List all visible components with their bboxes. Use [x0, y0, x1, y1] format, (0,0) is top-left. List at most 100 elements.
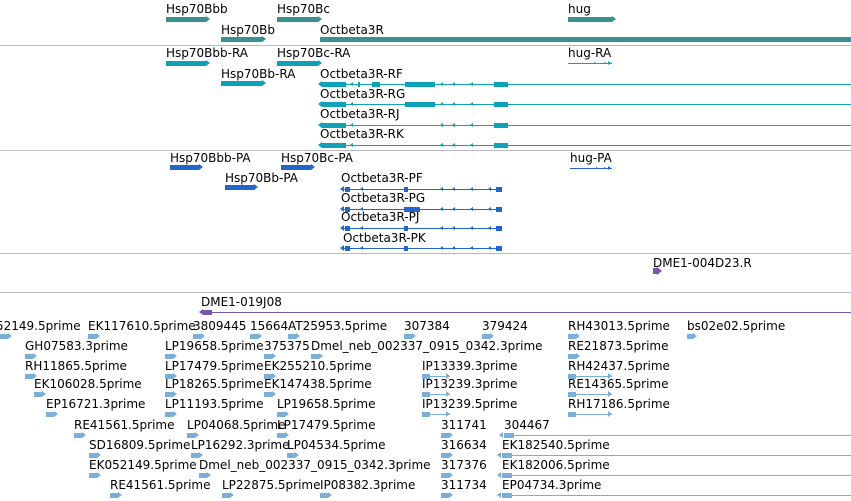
- strand-arrow: [576, 333, 580, 339]
- est-label: Dmel_neb_002337_0915_0342.3prime: [311, 339, 543, 353]
- exon-block: [568, 392, 576, 397]
- strand-arrow: [608, 166, 611, 170]
- feature-label: DME1-019J08: [201, 295, 282, 309]
- strand-arrow: [440, 82, 443, 86]
- strand-arrow: [490, 333, 494, 339]
- exon-block: [322, 102, 346, 107]
- est-label: EK255210.5prime: [264, 359, 372, 373]
- strand-arrow: [272, 373, 276, 379]
- intron-line: [343, 189, 502, 190]
- strand-arrow: [206, 16, 210, 22]
- feature-label: Octbeta3R-PJ: [341, 210, 420, 224]
- exon-block: [110, 493, 118, 498]
- strand-arrow: [318, 60, 322, 66]
- exon-block: [568, 354, 576, 359]
- strand-arrow: [33, 353, 37, 359]
- est-label: 3809445: [193, 319, 247, 333]
- est-label: LP16292.3prime: [191, 438, 290, 452]
- strand-arrow: [604, 167, 606, 169]
- strand-arrow: [596, 167, 598, 169]
- strand-arrow: [608, 61, 611, 65]
- est-label: LP19658.5prime: [165, 339, 264, 353]
- exon-block: [277, 61, 318, 66]
- intron-line: [343, 248, 502, 249]
- est-label: 311741: [441, 418, 487, 432]
- exon-block: [422, 392, 430, 397]
- exon-block: [568, 374, 576, 379]
- strand-arrow: [452, 207, 455, 211]
- exon-block: [687, 334, 693, 339]
- strand-arrow: [360, 226, 363, 230]
- feature-label: Hsp70Bbb-PA: [170, 151, 251, 165]
- est-label: RE14365.5prime: [568, 377, 669, 391]
- exon-block: [277, 412, 285, 417]
- est-label: LP11193.5prime: [165, 397, 264, 411]
- exon-block: [88, 334, 96, 339]
- exon-block: [405, 102, 435, 107]
- strand-arrow: [318, 16, 322, 22]
- exon-block: [345, 246, 350, 251]
- intron-line: [568, 63, 612, 64]
- est-label: LP19658.5prime: [277, 397, 376, 411]
- exon-block: [422, 374, 430, 379]
- est-label: LP22875.5prime: [222, 478, 321, 492]
- exon-block: [34, 392, 42, 397]
- est-label: 317376: [441, 458, 487, 472]
- strand-arrow: [452, 123, 455, 127]
- exon-block: [166, 61, 206, 66]
- strand-arrow: [8, 333, 12, 339]
- strand-arrow: [693, 333, 697, 339]
- exon-block: [496, 246, 502, 251]
- exon-block: [165, 392, 173, 397]
- strand-arrow: [173, 411, 177, 417]
- est-label: 52149.5prime: [0, 319, 81, 333]
- feature-label: Hsp70Bb-RA: [221, 67, 296, 81]
- strand-arrow: [497, 492, 501, 498]
- exon-block: [322, 82, 346, 87]
- exon-block: [404, 207, 420, 212]
- feature-label: Hsp70Bc-PA: [281, 151, 353, 165]
- strand-arrow: [311, 164, 315, 170]
- exon-block: [221, 37, 262, 42]
- exon-block: [494, 82, 508, 87]
- strand-arrow: [470, 102, 473, 106]
- est-label: RE41561.5prime: [74, 418, 175, 432]
- strand-arrow: [82, 432, 86, 438]
- exon-block: [170, 165, 199, 170]
- strand-arrow: [412, 333, 416, 339]
- est-label: EK106028.5prime: [34, 377, 142, 391]
- exon-block: [372, 82, 380, 87]
- exon-block: [504, 433, 514, 438]
- exon-block: [568, 412, 576, 417]
- exon-block: [482, 334, 490, 339]
- intron-line: [343, 228, 502, 229]
- exon-block: [221, 81, 262, 86]
- feature-label: Octbeta3R-PG: [341, 191, 426, 205]
- exon-block: [502, 493, 512, 498]
- strand-arrow: [97, 452, 101, 458]
- feature-label: Hsp70Bbb-RA: [166, 46, 249, 60]
- intron-line: [201, 312, 851, 313]
- strand-arrow: [207, 472, 211, 478]
- strand-arrow: [488, 246, 491, 250]
- strand-arrow: [470, 207, 473, 211]
- feature-label: Hsp70Bbb: [166, 2, 228, 16]
- strand-arrow: [340, 245, 344, 251]
- exon-block: [288, 334, 296, 339]
- feature-label: hug-PA: [570, 151, 612, 165]
- est-label: LP17479.5prime: [165, 359, 264, 373]
- strand-arrow: [470, 123, 473, 127]
- exon-block: [404, 187, 408, 192]
- est-label: EK147438.5prime: [264, 377, 372, 391]
- strand-arrow: [360, 246, 363, 250]
- strand-arrow: [350, 102, 353, 106]
- exon-block: [422, 412, 430, 417]
- exon-block: [25, 374, 33, 379]
- strand-arrow: [201, 333, 205, 339]
- strand-arrow: [360, 207, 363, 211]
- exon-block: [502, 473, 512, 478]
- est-label: IP13239.3prime: [422, 377, 518, 391]
- strand-arrow: [604, 62, 606, 64]
- feature-label: Hsp70Bc-RA: [277, 46, 351, 60]
- strand-arrow: [612, 16, 616, 22]
